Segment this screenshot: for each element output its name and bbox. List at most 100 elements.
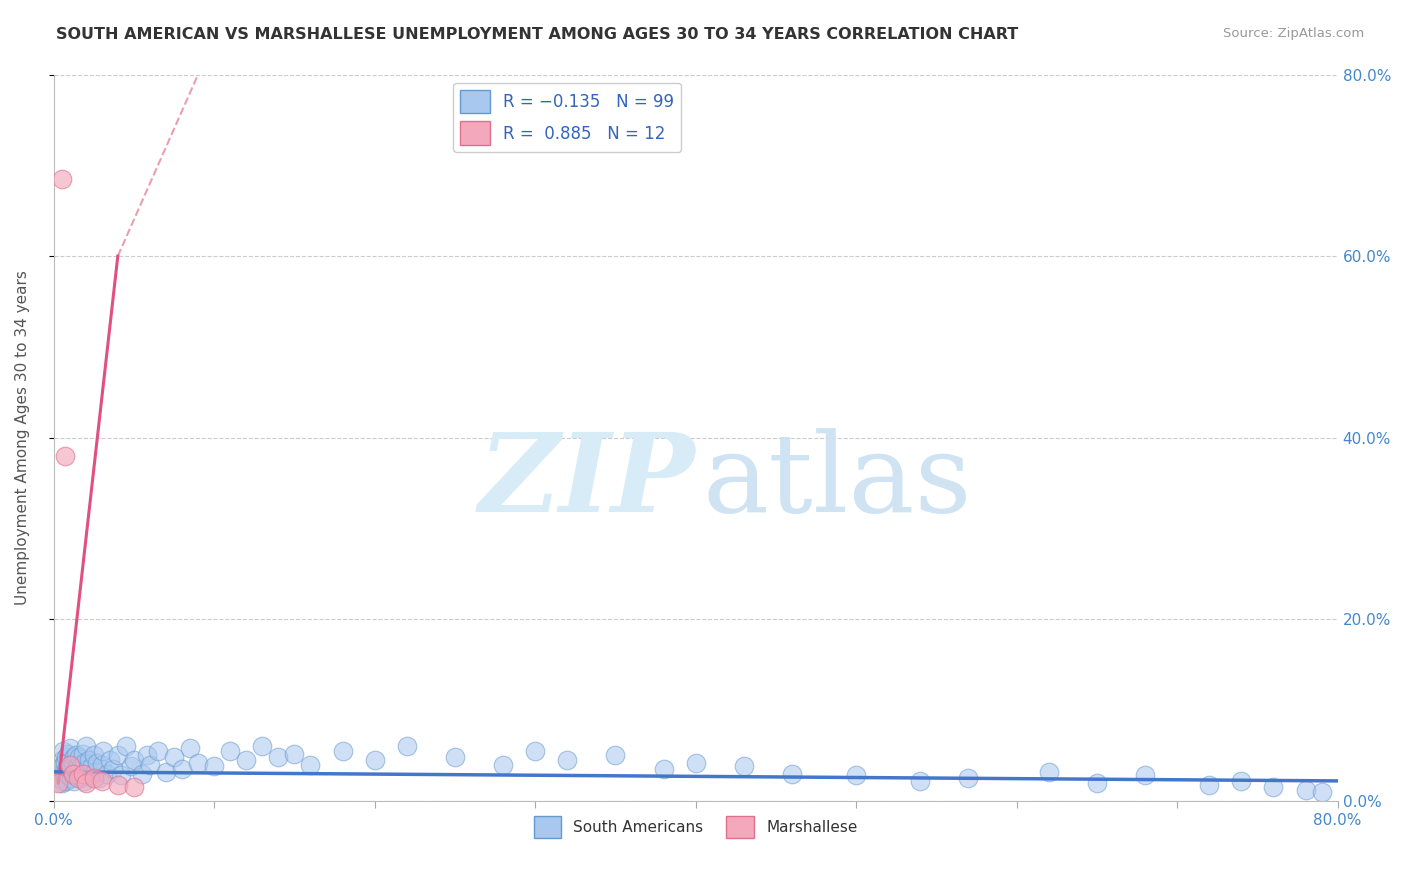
Point	[51, 775, 73, 789]
Point	[202, 759, 225, 773]
Point	[48, 762, 70, 776]
Point	[120, 759, 142, 773]
Point	[72, 747, 94, 761]
Point	[115, 739, 138, 754]
Point	[1085, 775, 1108, 789]
Point	[70, 771, 93, 785]
Point	[77, 753, 100, 767]
Point	[83, 748, 105, 763]
Point	[62, 766, 84, 780]
Point	[67, 750, 90, 764]
Point	[780, 766, 803, 780]
Text: ZIP: ZIP	[479, 427, 696, 535]
Point	[652, 762, 675, 776]
Point	[66, 768, 89, 782]
Point	[45, 766, 67, 780]
Point	[48, 771, 70, 785]
Point	[1295, 783, 1317, 797]
Point	[59, 741, 82, 756]
Point	[332, 744, 354, 758]
Point	[1230, 773, 1253, 788]
Legend: South Americans, Marshallese: South Americans, Marshallese	[527, 810, 863, 844]
Point	[52, 757, 75, 772]
Point	[73, 756, 96, 770]
Point	[65, 762, 87, 776]
Point	[170, 762, 193, 776]
Point	[110, 768, 132, 782]
Point	[492, 757, 515, 772]
Point	[72, 766, 94, 780]
Point	[845, 768, 868, 782]
Point	[1133, 768, 1156, 782]
Point	[685, 756, 707, 770]
Point	[90, 773, 112, 788]
Point	[90, 757, 112, 772]
Point	[93, 744, 115, 758]
Point	[52, 744, 75, 758]
Point	[65, 748, 87, 763]
Point	[56, 759, 79, 773]
Point	[59, 757, 82, 772]
Point	[87, 771, 110, 785]
Point	[60, 771, 83, 785]
Point	[67, 764, 90, 779]
Point	[51, 753, 73, 767]
Point	[524, 744, 547, 758]
Point	[56, 747, 79, 761]
Point	[733, 759, 755, 773]
Point	[283, 747, 305, 761]
Point	[86, 756, 108, 770]
Point	[70, 759, 93, 773]
Point	[363, 753, 385, 767]
Point	[83, 771, 105, 785]
Point	[235, 753, 257, 767]
Point	[122, 780, 145, 795]
Point	[79, 768, 101, 782]
Point	[555, 753, 578, 767]
Point	[53, 766, 76, 780]
Point	[72, 766, 94, 780]
Point	[55, 773, 77, 788]
Point	[98, 753, 121, 767]
Point	[107, 748, 129, 763]
Point	[49, 768, 72, 782]
Point	[163, 750, 186, 764]
Y-axis label: Unemployment Among Ages 30 to 34 years: Unemployment Among Ages 30 to 34 years	[15, 270, 30, 605]
Point	[252, 739, 274, 754]
Point	[66, 771, 89, 785]
Text: SOUTH AMERICAN VS MARSHALLESE UNEMPLOYMENT AMONG AGES 30 TO 34 YEARS CORRELATION: SOUTH AMERICAN VS MARSHALLESE UNEMPLOYME…	[56, 27, 1018, 42]
Point	[267, 750, 290, 764]
Point	[299, 757, 322, 772]
Point	[63, 750, 86, 764]
Point	[55, 750, 77, 764]
Point	[96, 766, 118, 780]
Point	[49, 764, 72, 779]
Point	[444, 750, 467, 764]
Point	[84, 764, 107, 779]
Point	[82, 759, 104, 773]
Text: atlas: atlas	[702, 428, 972, 535]
Point	[59, 764, 82, 779]
Point	[101, 762, 124, 776]
Point	[957, 771, 980, 785]
Point	[60, 759, 83, 773]
Point	[53, 756, 76, 770]
Point	[395, 739, 418, 754]
Point	[53, 449, 76, 463]
Point	[1263, 780, 1285, 795]
Point	[219, 744, 242, 758]
Point	[1038, 764, 1060, 779]
Point	[122, 753, 145, 767]
Point	[66, 757, 89, 772]
Point	[75, 775, 97, 789]
Point	[135, 748, 157, 763]
Point	[48, 775, 70, 789]
Point	[155, 764, 177, 779]
Point	[63, 773, 86, 788]
Point	[52, 773, 75, 788]
Point	[73, 773, 96, 788]
Point	[76, 762, 98, 776]
Point	[62, 766, 84, 780]
Point	[75, 739, 97, 754]
Point	[56, 768, 79, 782]
